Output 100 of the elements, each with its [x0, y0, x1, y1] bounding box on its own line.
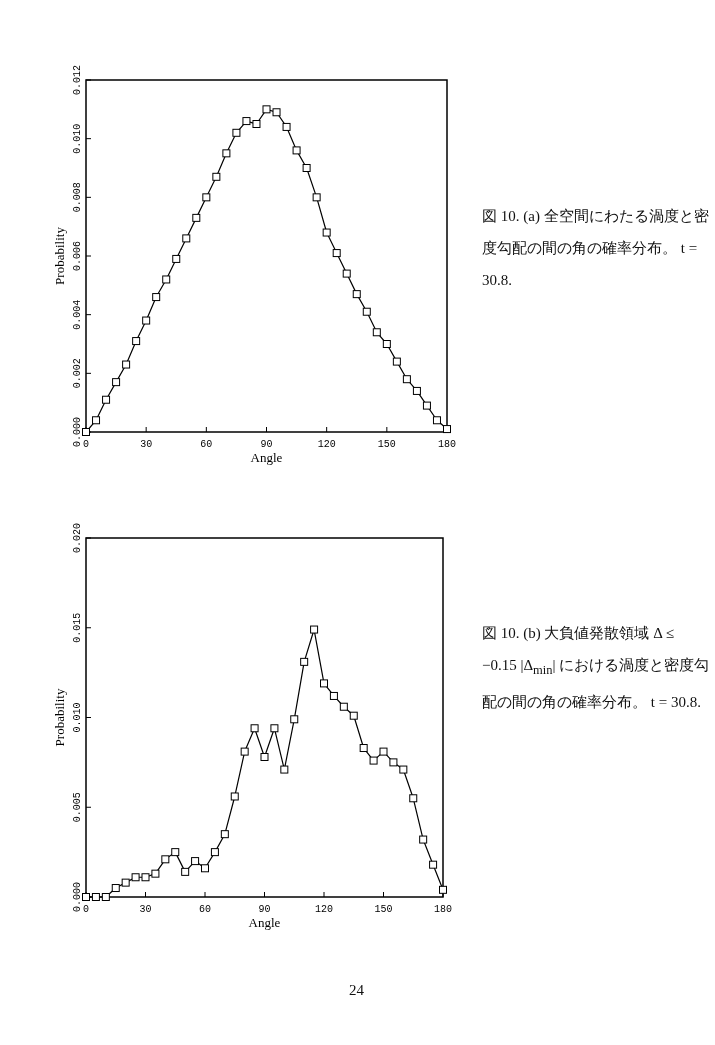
- point: [312, 193, 321, 202]
- point: [382, 340, 391, 348]
- point: [422, 401, 431, 410]
- point: [389, 758, 398, 767]
- point: [181, 867, 190, 876]
- point: [432, 416, 441, 425]
- x-tick-label: 0: [82, 439, 90, 450]
- point: [121, 878, 130, 887]
- point: [332, 249, 341, 258]
- point: [102, 395, 111, 404]
- point: [122, 360, 131, 369]
- y-tick-label: 0.002: [72, 358, 83, 389]
- y-tick-label: 0.010: [72, 702, 83, 733]
- point: [272, 108, 281, 117]
- y-tick-label: 0.008: [72, 182, 83, 213]
- point: [419, 835, 428, 844]
- point: [250, 724, 259, 733]
- x-tick-label: 180: [437, 439, 457, 450]
- point: [349, 711, 358, 720]
- y-tick-label: 0.000: [72, 881, 83, 913]
- point: [201, 864, 209, 873]
- point: [112, 378, 121, 387]
- y-axis-title: Probability: [52, 688, 67, 747]
- x-axis-title: Angle: [248, 915, 281, 930]
- point: [91, 893, 100, 901]
- point: [212, 172, 221, 181]
- point: [131, 873, 140, 882]
- point: [320, 679, 328, 688]
- point: [362, 307, 371, 316]
- y-axis-title: Probability: [52, 226, 67, 285]
- point: [182, 234, 191, 243]
- point: [282, 122, 291, 131]
- point: [220, 830, 229, 839]
- point: [270, 724, 279, 733]
- y-tick-label: 0.012: [72, 64, 83, 96]
- caption: 図 10. (a) 全空間にわたる渦度と密度勾配の間の角の確率分布。 t = 30.8.: [482, 207, 710, 290]
- point: [101, 893, 110, 901]
- point: [402, 375, 411, 384]
- point: [372, 328, 381, 337]
- point: [280, 765, 289, 774]
- point: [230, 792, 239, 801]
- point: [260, 752, 269, 761]
- x-tick-label: 30: [140, 439, 153, 450]
- point: [262, 105, 271, 114]
- point: [141, 873, 150, 882]
- point: [359, 744, 368, 753]
- point: [310, 625, 319, 634]
- point: [439, 885, 447, 894]
- y-tick-label: 0.000: [72, 416, 83, 448]
- y-tick-label: 0.005: [72, 792, 83, 823]
- point: [202, 193, 211, 202]
- y-tick-label: 0.004: [72, 299, 83, 330]
- x-tick-label: 90: [258, 904, 271, 915]
- point: [242, 117, 251, 126]
- point: [292, 146, 301, 155]
- x-tick-label: 120: [314, 904, 334, 915]
- point: [210, 848, 219, 857]
- point: [222, 149, 231, 158]
- point: [151, 869, 160, 878]
- point: [240, 747, 249, 756]
- text: 24: [349, 982, 364, 999]
- x-tick-label: 60: [200, 439, 213, 450]
- x-tick-label: 150: [374, 904, 393, 915]
- point: [379, 747, 388, 756]
- point: [412, 386, 421, 395]
- point: [252, 120, 261, 128]
- y-tick-label: 0.020: [72, 522, 83, 554]
- y-tick-label: 0.010: [72, 123, 83, 154]
- point: [352, 290, 361, 299]
- y-tick-label: 0.015: [72, 612, 83, 643]
- point: [290, 715, 299, 724]
- point: [162, 275, 171, 284]
- x-tick-label: 90: [260, 439, 273, 450]
- x-tick-label: 180: [433, 904, 453, 915]
- x-tick-label: 120: [317, 439, 336, 450]
- point: [300, 657, 309, 666]
- point: [142, 316, 151, 325]
- point: [369, 756, 378, 765]
- point: [191, 857, 200, 866]
- point: [302, 164, 311, 172]
- point: [172, 254, 181, 263]
- point: [322, 228, 331, 237]
- point: [192, 213, 201, 222]
- x-tick-label: 30: [139, 904, 152, 915]
- point: [152, 293, 161, 302]
- point: [132, 337, 141, 346]
- point: [171, 848, 180, 857]
- point: [342, 269, 351, 278]
- x-tick-label: 150: [377, 439, 396, 450]
- point: [409, 794, 418, 803]
- point: [329, 691, 338, 700]
- point: [392, 357, 401, 366]
- point: [232, 128, 241, 137]
- y-tick-label: 0.006: [72, 240, 83, 272]
- x-tick-label: 0: [82, 904, 90, 915]
- point: [429, 860, 438, 869]
- point: [339, 702, 348, 711]
- x-tick-label: 60: [198, 904, 212, 915]
- point: [111, 884, 120, 893]
- text: 図 10. (b) 大負値発散領域 Δ ≤ −0.15 |Δ$_{min}$| における渦度と密度勾配の間の角の確率分布。 t = 30.8.: [482, 625, 710, 710]
